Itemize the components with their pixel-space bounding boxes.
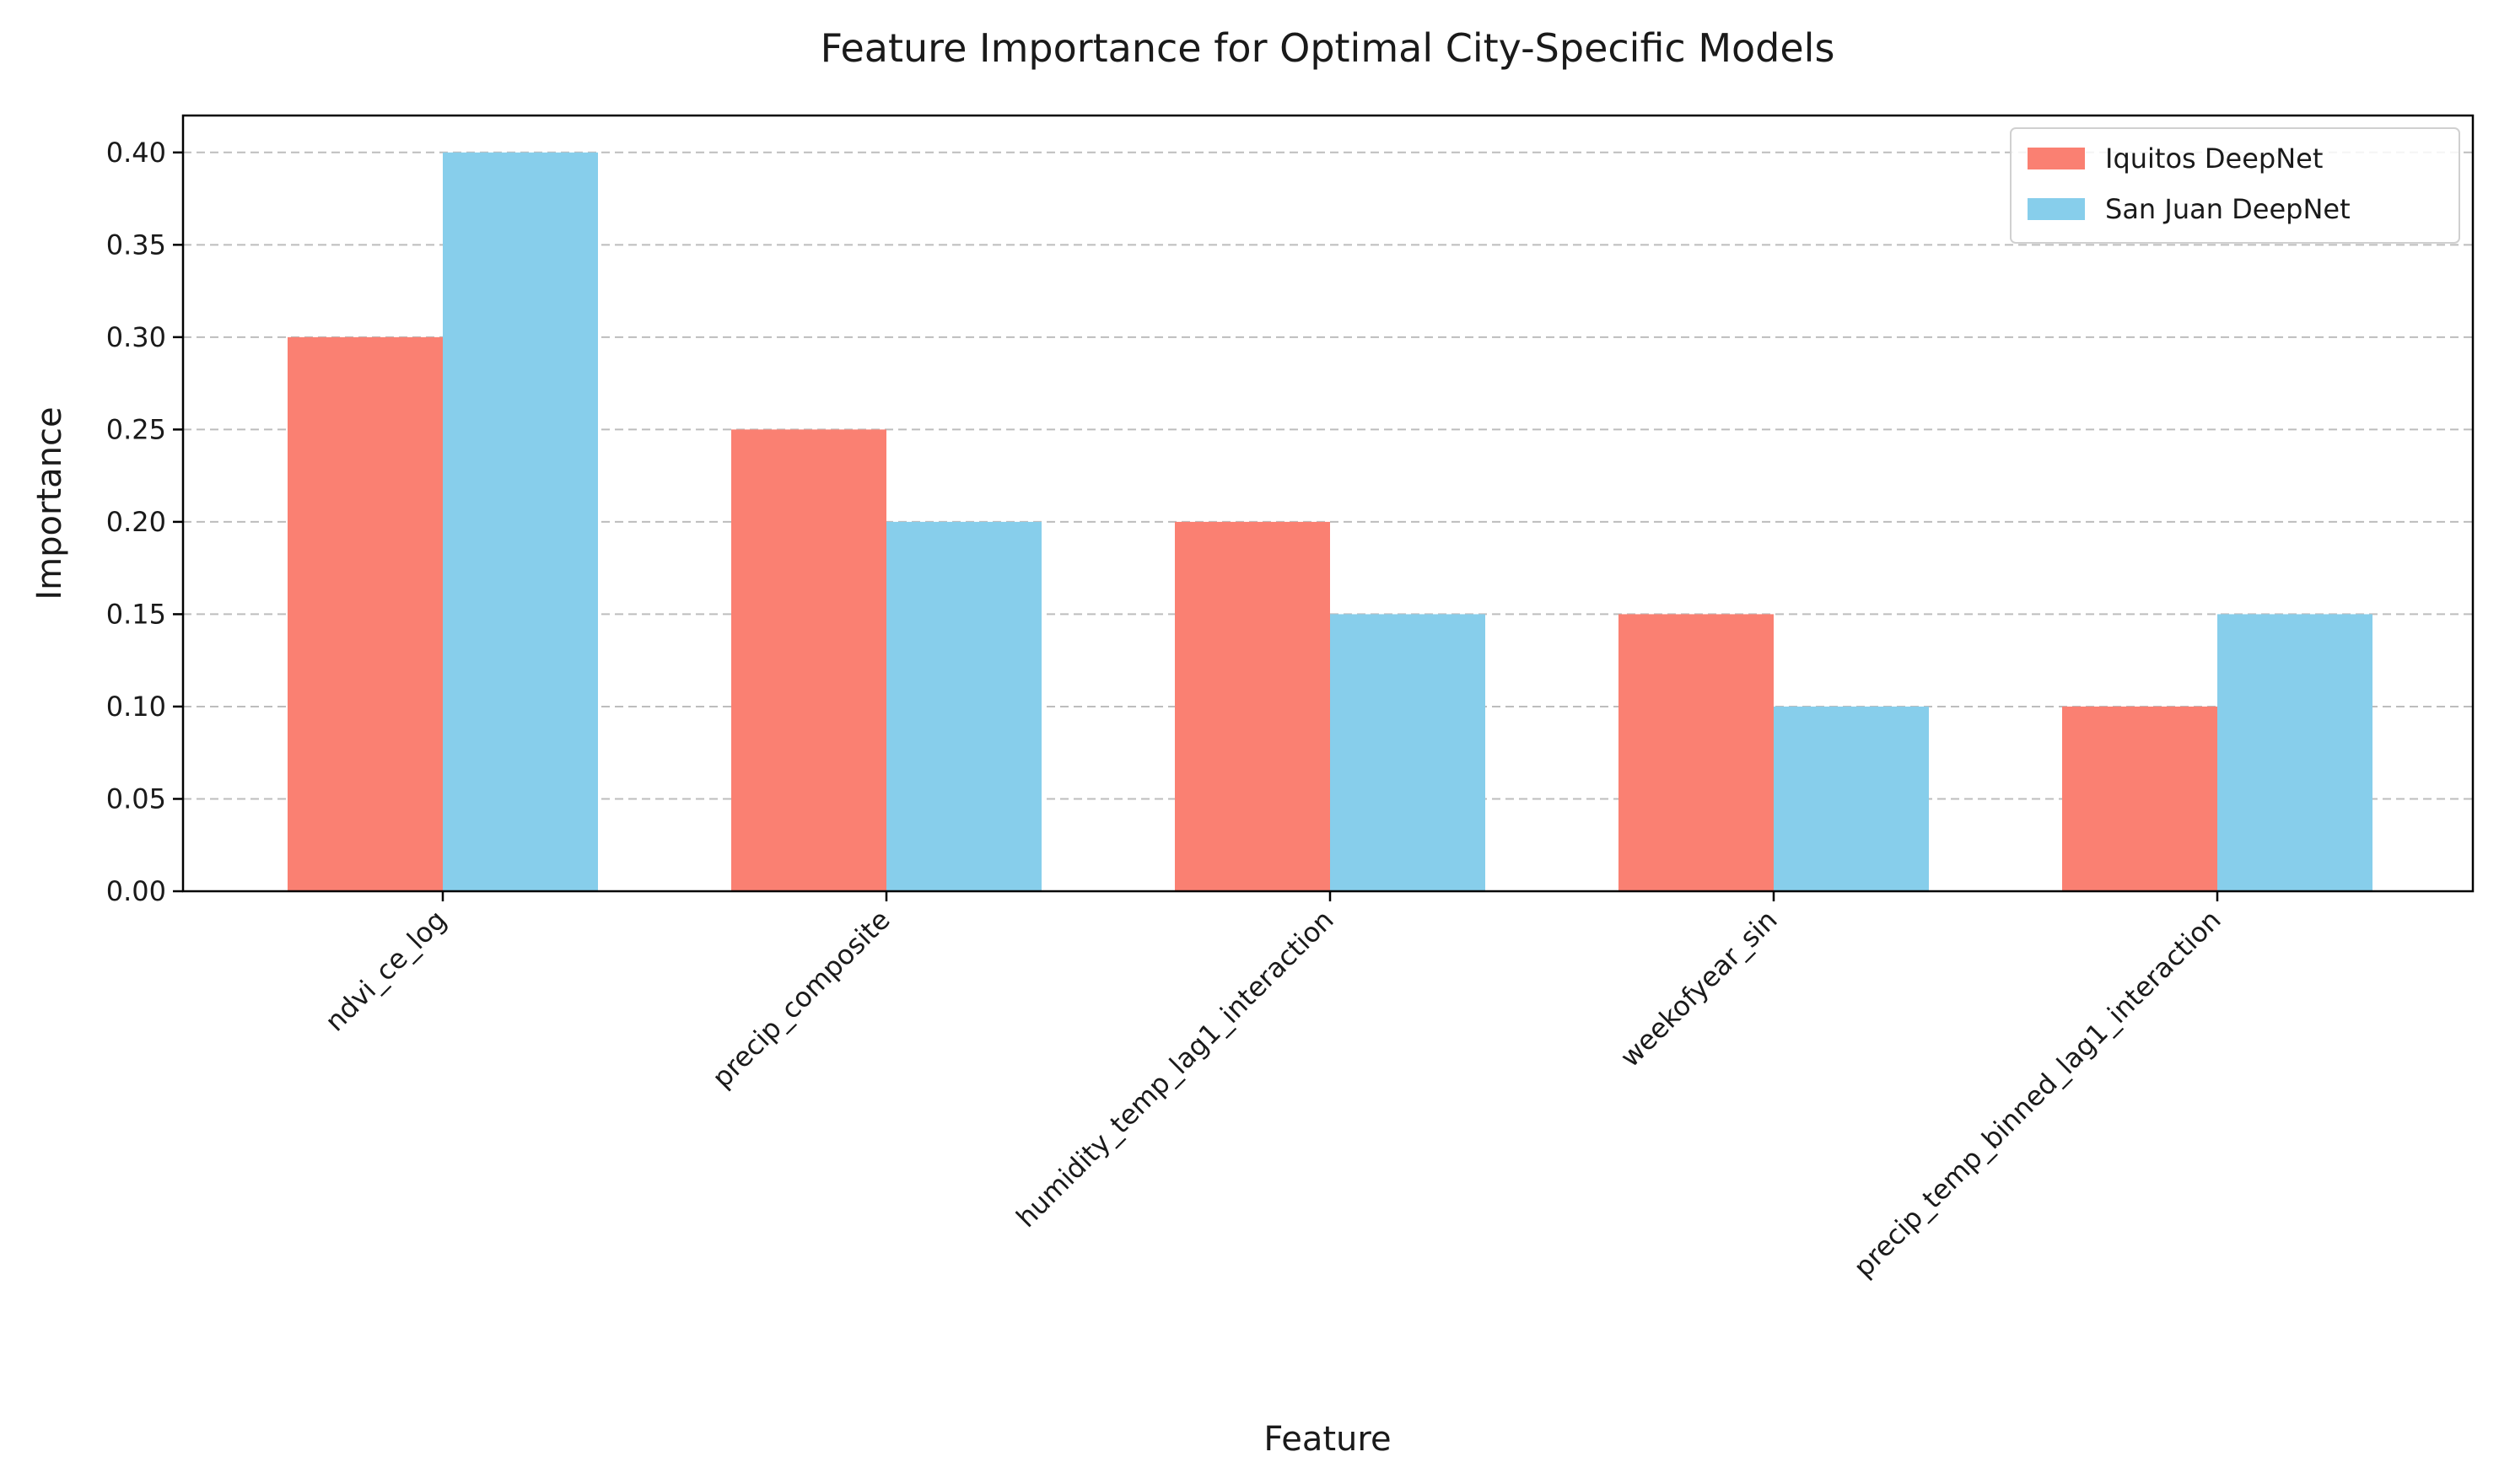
- legend-swatch-san-juan: [2028, 198, 2085, 220]
- chart-title: Feature Importance for Optimal City-Spec…: [821, 25, 1835, 71]
- y-tick-label: 0.20: [106, 506, 166, 538]
- bar-iquitos-ndvi-ce-log: [288, 336, 443, 891]
- bar-iquitos-precip-composite: [731, 429, 886, 891]
- bar-iquitos-humidity-temp-lag1-interaction: [1175, 521, 1330, 891]
- legend: Iquitos DeepNet San Juan DeepNet: [2010, 127, 2460, 244]
- bar-san-juan-ndvi-ce-log: [443, 152, 598, 892]
- x-axis: ndvi_ce_log precip_composite humidity_temp…: [319, 891, 2227, 1283]
- y-axis-label: Importance: [30, 406, 69, 600]
- y-tick-label: 0.15: [106, 598, 166, 630]
- legend-label-iquitos: Iquitos DeepNet: [2105, 142, 2323, 175]
- bar-group: [288, 152, 2372, 892]
- bar-iquitos-weekofyear-sin: [1618, 614, 1774, 891]
- x-tick-label: precip_composite: [706, 904, 897, 1094]
- bar-san-juan-weekofyear-sin: [1774, 706, 1929, 891]
- bar-san-juan-precip-composite: [886, 521, 1042, 891]
- legend-box: [2010, 127, 2460, 244]
- y-tick-label: 0.05: [106, 782, 166, 815]
- y-tick-label: 0.30: [106, 321, 166, 353]
- y-tick-label: 0.25: [106, 413, 166, 445]
- plot-frame: [181, 114, 2475, 893]
- x-tick-label: weekofyear_sin: [1614, 904, 1784, 1073]
- bar-san-juan-humidity-temp-lag1-interaction: [1330, 614, 1485, 891]
- bar-iquitos-precip-temp-binned-lag1-interaction: [2062, 706, 2217, 891]
- legend-swatch-iquitos: [2028, 148, 2085, 169]
- y-tick-label: 0.00: [106, 875, 166, 907]
- x-tick-label: humidity_temp_lag1_interaction: [1010, 904, 1339, 1234]
- legend-label-san-juan: San Juan DeepNet: [2105, 193, 2351, 225]
- y-tick-label: 0.10: [106, 691, 166, 723]
- x-tick-label: precip_temp_binned_lag1_interaction: [1847, 904, 2227, 1283]
- y-tick-label: 0.40: [106, 137, 166, 169]
- y-tick-label: 0.35: [106, 229, 166, 261]
- y-axis: 0.00 0.05 0.10 0.15 0.20 0.25 0.30 0.35 0.40: [106, 137, 183, 907]
- bar-san-juan-precip-temp-binned-lag1-interaction: [2217, 614, 2372, 891]
- x-axis-label: Feature: [1263, 1420, 1391, 1459]
- x-tick-label: ndvi_ce_log: [319, 904, 453, 1038]
